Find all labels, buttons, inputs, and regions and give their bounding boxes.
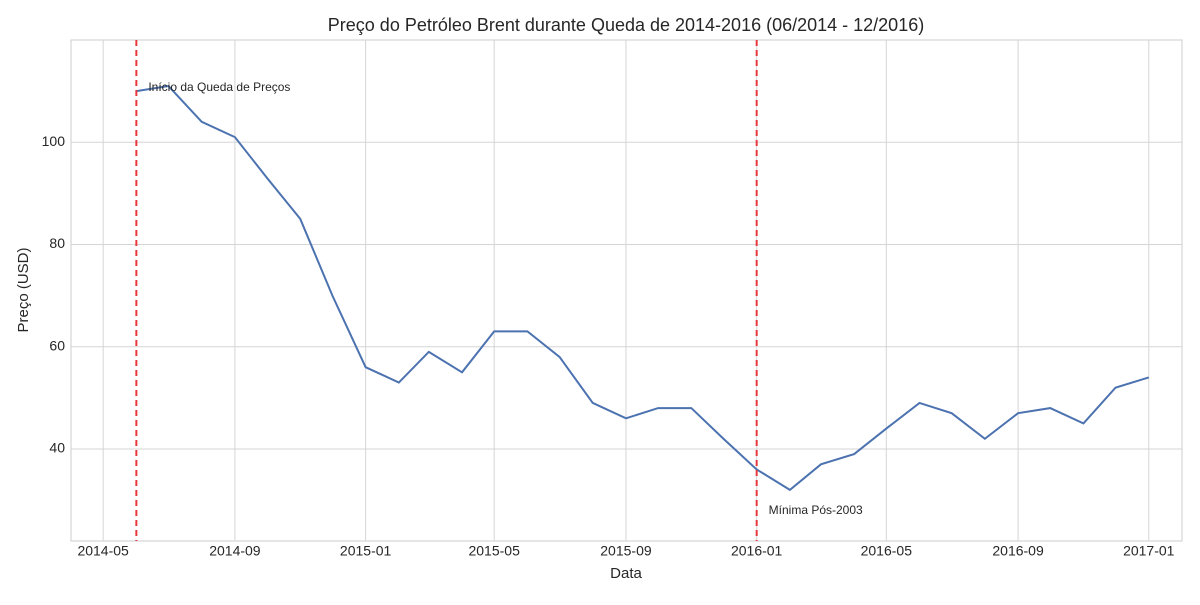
x-tick-label: 2016-01 bbox=[731, 543, 783, 559]
x-tick-label: 2014-09 bbox=[209, 543, 261, 559]
x-tick-label: 2015-05 bbox=[468, 543, 520, 559]
y-tick-label: 60 bbox=[49, 337, 65, 353]
x-tick-label: 2014-05 bbox=[77, 543, 129, 559]
chart-title: Preço do Petróleo Brent durante Queda de… bbox=[328, 15, 924, 35]
x-tick-label: 2016-09 bbox=[992, 543, 1044, 559]
x-tick-label: 2015-09 bbox=[600, 543, 652, 559]
y-axis-label: Preço (USD) bbox=[15, 247, 32, 332]
x-tick-label: 2015-01 bbox=[340, 543, 392, 559]
data-line bbox=[136, 84, 1150, 492]
y-tick-label: 100 bbox=[42, 133, 66, 149]
x-axis-label: Data bbox=[610, 565, 642, 582]
annotation: Mínima Pós-2003 bbox=[769, 503, 863, 517]
x-tick-label: 2017-01 bbox=[1123, 543, 1175, 559]
x-tick-label: 2016-05 bbox=[861, 543, 913, 559]
annotation: Início da Queda de Preços bbox=[148, 80, 290, 94]
y-tick-label: 80 bbox=[49, 235, 65, 251]
plot-area bbox=[70, 39, 1183, 542]
y-tick-label: 40 bbox=[49, 440, 65, 456]
